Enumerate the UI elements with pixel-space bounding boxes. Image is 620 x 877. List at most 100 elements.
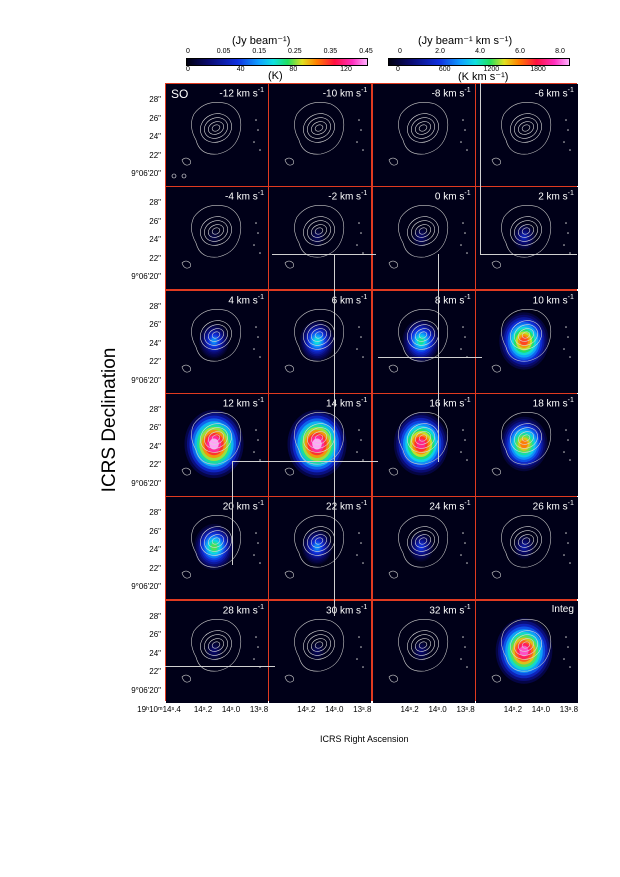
contour-dot [255,119,257,121]
contour-outer [294,515,345,568]
colorbar-tick: 0 [396,66,400,73]
y-tick-label: 22" [149,253,161,263]
contour-dot [565,325,567,328]
contour [509,526,542,556]
contour [200,216,232,246]
contour-outer [397,102,448,155]
contour [509,113,542,143]
velocity-label: 16 km s-1 [429,397,470,409]
velocity-unit-sup: -1 [464,293,471,301]
contour [211,331,221,339]
y-tick-label: 24" [149,338,161,348]
contour [517,224,534,239]
x-axis-title: ICRS Right Ascension [320,734,409,744]
channel-map-grid: SO -12 km s-1 -10 km s-1 -8 km s-1 -6 km s-1… [165,83,578,703]
velocity-label: -8 km s-1 [432,87,471,99]
velocity-label: 30 km s-1 [326,604,367,616]
contour-dot [356,451,359,453]
contour [303,319,336,350]
contour-dot [569,252,571,255]
colorbar-right-unit: (K km s⁻¹) [458,71,509,83]
velocity-unit-sup: -1 [257,396,264,404]
contour [303,216,336,246]
colorbar-tick: 1800 [530,66,546,73]
contour-small [491,157,501,166]
contour-dot [461,325,464,328]
x-tick-label: 14ˢ.2 [193,705,213,714]
contour [211,124,221,132]
overlay-line [232,461,233,565]
contour [211,434,221,442]
contour-dot [459,347,462,350]
contour [211,640,221,649]
x-tick-label: 14ˢ.0 [428,705,447,714]
contour-dot [567,129,569,131]
velocity-label: -2 km s-1 [328,190,367,202]
channel-panel: -6 km s-1 [475,84,578,186]
contour [208,637,224,652]
colorbar-right [388,58,570,66]
contour [521,537,531,545]
velocity-label: 12 km s-1 [223,397,264,409]
channel-panel: -2 km s-1 [269,187,372,290]
contour-dot [358,532,361,534]
contour-outer [191,411,242,465]
contour [406,629,439,660]
contour [315,434,324,442]
y-tick-label: 9°06'20" [131,478,161,488]
contour-small [491,570,501,579]
overlay-line [334,564,335,616]
x-tick-label: 19ʰ10ᵐ14ˢ.4 [137,705,181,714]
y-tick-label: 22" [149,357,161,367]
emission-layer [419,235,423,240]
x-tick-label: 14ˢ.2 [400,705,419,714]
colorbar-left-title: (Jy beam⁻¹) [232,35,291,47]
contour-dot [362,459,365,461]
contour-dot [360,129,363,131]
contour-outer [501,102,551,155]
velocity-unit-sup: -1 [257,87,264,94]
y-tick-label: 26" [149,526,161,536]
panel-map [181,515,261,579]
contour-dot [567,335,569,338]
channel-panel: SO -12 km s-1 [166,84,268,186]
y-tick-label: 28" [149,301,161,311]
colorbar-tick: 0.25 [287,48,302,55]
contour-dot [465,665,468,668]
y-tick-label: 22" [149,460,161,470]
colorbar-tick: 0.05 [216,48,231,55]
y-tick-label: 28" [149,95,161,104]
velocity-unit-sup: -1 [464,396,471,404]
velocity-unit-sup: -1 [257,190,264,198]
contour [208,327,224,342]
contour [406,113,439,143]
velocity-label: -10 km s-1 [323,87,368,99]
colorbar-tick: 40 [236,66,245,73]
velocity-value: 28 km s [222,604,258,616]
velocity-value: 12 km s [222,398,258,410]
velocity-label: Integ [552,604,574,615]
contour [406,423,439,453]
contour-small [491,467,501,476]
contour [204,427,228,449]
velocity-value: 0 km s [434,191,465,203]
contour-dot [461,222,464,225]
contour-dot [255,429,257,431]
contour [311,637,328,652]
contour-dot [257,335,259,338]
contour-dot [255,635,257,638]
colorbar-tick: 80 [289,66,298,73]
channel-panel: -8 km s-1 [372,84,475,186]
contour [517,431,534,445]
contour [303,113,336,143]
velocity-unit-sup: -1 [361,500,368,508]
y-tick-label: 9°06'20" [131,582,161,592]
contour [414,431,431,445]
contour [311,327,328,342]
contour-dot [463,542,466,544]
contour [517,534,534,548]
contour-dot [463,129,466,131]
contour [311,431,328,445]
contour-dot [563,657,565,660]
y-axis-title: ICRS Declination [99,347,120,493]
